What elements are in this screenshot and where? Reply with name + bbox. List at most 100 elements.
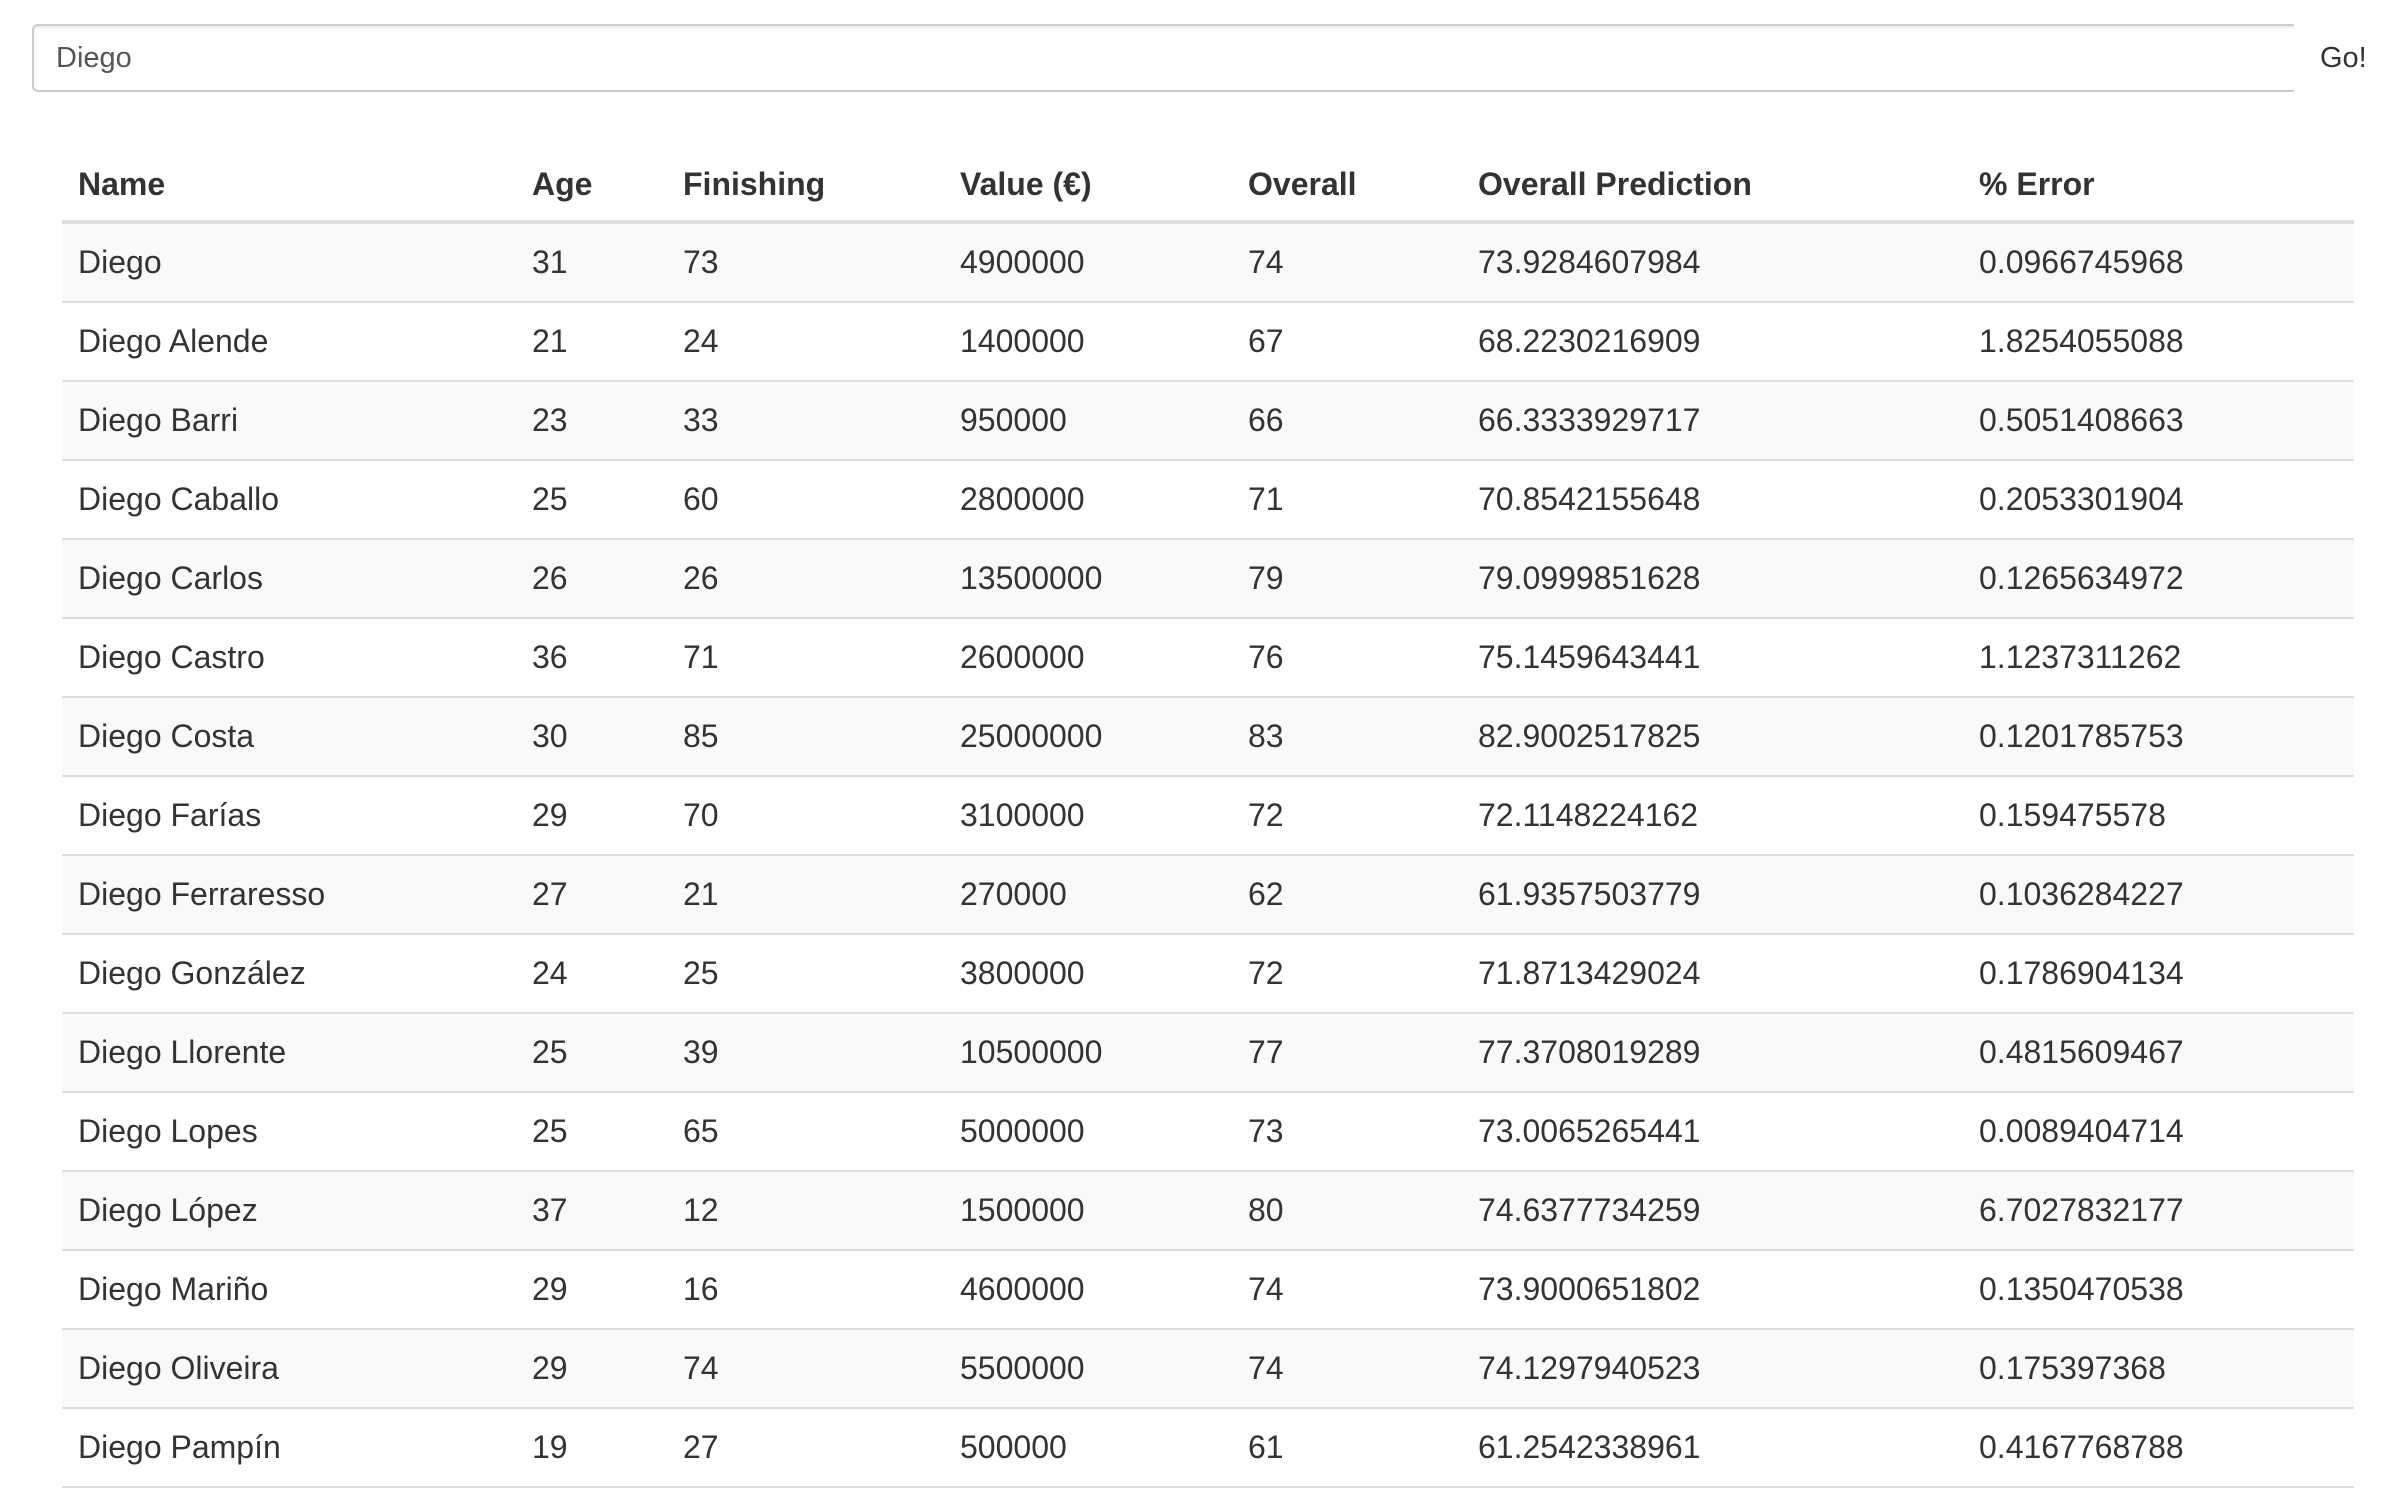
cell-value: 1400000 xyxy=(944,302,1232,382)
go-button[interactable]: Go! xyxy=(2294,24,2400,92)
cell-name: Diego Barri xyxy=(62,381,516,461)
table-row: Diego Llorente 25 39 10500000 77 77.370801928… xyxy=(62,1013,2354,1093)
table-row: Diego Costa 30 85 25000000 83 82.9002517825 0.… xyxy=(62,697,2354,777)
table-row: Diego Oliveira 29 74 5500000 74 74.1297940523… xyxy=(62,1329,2354,1409)
cell-age: 29 xyxy=(516,776,667,856)
header-overall: Overall xyxy=(1232,148,1462,224)
cell-value: 5500000 xyxy=(944,1329,1232,1409)
cell-percent-error: 0.5051408663 xyxy=(1963,381,2354,461)
cell-overall: 74 xyxy=(1232,1250,1462,1330)
cell-overall: 72 xyxy=(1232,934,1462,1014)
cell-value: 3100000 xyxy=(944,776,1232,856)
cell-name: Diego Carlos xyxy=(62,539,516,619)
cell-overall: 83 xyxy=(1232,697,1462,777)
cell-overall-prediction: 74.1297940523 xyxy=(1462,1329,1963,1409)
header-percent-error: % Error xyxy=(1963,148,2354,224)
cell-percent-error: 0.2053301904 xyxy=(1963,460,2354,540)
cell-overall-prediction: 61.9357503779 xyxy=(1462,855,1963,935)
cell-percent-error: 6.7027832177 xyxy=(1963,1171,2354,1251)
table-row: Diego Farías 29 70 3100000 72 72.1148224162 0.… xyxy=(62,776,2354,856)
cell-name: Diego Mariño xyxy=(62,1250,516,1330)
cell-percent-error: 0.0089404714 xyxy=(1963,1092,2354,1172)
cell-overall: 72 xyxy=(1232,776,1462,856)
cell-age: 24 xyxy=(516,934,667,1014)
cell-finishing: 26 xyxy=(667,539,944,619)
cell-overall: 74 xyxy=(1232,1329,1462,1409)
cell-name: Diego Pampín xyxy=(62,1408,516,1488)
header-value: Value (€) xyxy=(944,148,1232,224)
cell-value: 4600000 xyxy=(944,1250,1232,1330)
cell-age: 29 xyxy=(516,1329,667,1409)
cell-overall: 77 xyxy=(1232,1013,1462,1093)
cell-name: Diego Ferraresso xyxy=(62,855,516,935)
cell-value: 950000 xyxy=(944,381,1232,461)
cell-overall-prediction: 75.1459643441 xyxy=(1462,618,1963,698)
cell-age: 29 xyxy=(516,1250,667,1330)
table-row: Diego Alende 21 24 1400000 67 68.2230216909 1.… xyxy=(62,302,2354,382)
cell-finishing: 70 xyxy=(667,776,944,856)
cell-overall: 80 xyxy=(1232,1171,1462,1251)
cell-overall-prediction: 70.8542155648 xyxy=(1462,460,1963,540)
cell-value: 10500000 xyxy=(944,1013,1232,1093)
cell-overall: 74 xyxy=(1232,222,1462,303)
cell-percent-error: 0.4815609467 xyxy=(1963,1013,2354,1093)
cell-percent-error: 0.1036284227 xyxy=(1963,855,2354,935)
results-table: Name Age Finishing Value (€) Overall Ove… xyxy=(62,148,2354,1488)
cell-age: 27 xyxy=(516,855,667,935)
cell-finishing: 24 xyxy=(667,302,944,382)
cell-overall-prediction: 61.2542338961 xyxy=(1462,1408,1963,1488)
table-row: Diego Mariño 29 16 4600000 74 73.9000651802 0.… xyxy=(62,1250,2354,1330)
cell-name: Diego xyxy=(62,222,516,303)
cell-age: 25 xyxy=(516,1013,667,1093)
cell-overall-prediction: 73.9000651802 xyxy=(1462,1250,1963,1330)
cell-age: 23 xyxy=(516,381,667,461)
cell-percent-error: 0.175397368 xyxy=(1963,1329,2354,1409)
cell-finishing: 74 xyxy=(667,1329,944,1409)
cell-percent-error: 0.0966745968 xyxy=(1963,222,2354,303)
table-body: Diego 31 73 4900000 74 73.9284607984 0.0966745… xyxy=(62,222,2354,1488)
cell-finishing: 71 xyxy=(667,618,944,698)
cell-value: 500000 xyxy=(944,1408,1232,1488)
cell-finishing: 33 xyxy=(667,381,944,461)
cell-age: 19 xyxy=(516,1408,667,1488)
search-input[interactable] xyxy=(32,24,2294,92)
cell-name: Diego Farías xyxy=(62,776,516,856)
cell-value: 3800000 xyxy=(944,934,1232,1014)
cell-age: 30 xyxy=(516,697,667,777)
cell-overall: 76 xyxy=(1232,618,1462,698)
table-header-row: Name Age Finishing Value (€) Overall Ove… xyxy=(62,148,2354,224)
cell-value: 5000000 xyxy=(944,1092,1232,1172)
table-row: Diego Castro 36 71 2600000 76 75.1459643441 1.… xyxy=(62,618,2354,698)
cell-name: Diego Costa xyxy=(62,697,516,777)
cell-finishing: 12 xyxy=(667,1171,944,1251)
cell-overall: 66 xyxy=(1232,381,1462,461)
cell-percent-error: 1.8254055088 xyxy=(1963,302,2354,382)
cell-finishing: 60 xyxy=(667,460,944,540)
cell-overall: 79 xyxy=(1232,539,1462,619)
cell-finishing: 65 xyxy=(667,1092,944,1172)
cell-name: Diego López xyxy=(62,1171,516,1251)
cell-name: Diego González xyxy=(62,934,516,1014)
cell-overall: 71 xyxy=(1232,460,1462,540)
cell-name: Diego Caballo xyxy=(62,460,516,540)
header-overall-prediction: Overall Prediction xyxy=(1462,148,1963,224)
cell-finishing: 25 xyxy=(667,934,944,1014)
cell-name: Diego Alende xyxy=(62,302,516,382)
cell-age: 31 xyxy=(516,222,667,303)
cell-finishing: 85 xyxy=(667,697,944,777)
table-row: Diego Ferraresso 27 21 270000 62 61.935750377… xyxy=(62,855,2354,935)
cell-overall: 62 xyxy=(1232,855,1462,935)
cell-percent-error: 0.159475578 xyxy=(1963,776,2354,856)
cell-overall: 61 xyxy=(1232,1408,1462,1488)
header-finishing: Finishing xyxy=(667,148,944,224)
search-bar: Go! xyxy=(32,24,2400,92)
table-row: Diego González 24 25 3800000 72 71.8713429024… xyxy=(62,934,2354,1014)
cell-finishing: 39 xyxy=(667,1013,944,1093)
cell-value: 25000000 xyxy=(944,697,1232,777)
cell-value: 2600000 xyxy=(944,618,1232,698)
cell-percent-error: 0.4167768788 xyxy=(1963,1408,2354,1488)
cell-percent-error: 0.1201785753 xyxy=(1963,697,2354,777)
cell-name: Diego Lopes xyxy=(62,1092,516,1172)
cell-value: 270000 xyxy=(944,855,1232,935)
cell-age: 21 xyxy=(516,302,667,382)
